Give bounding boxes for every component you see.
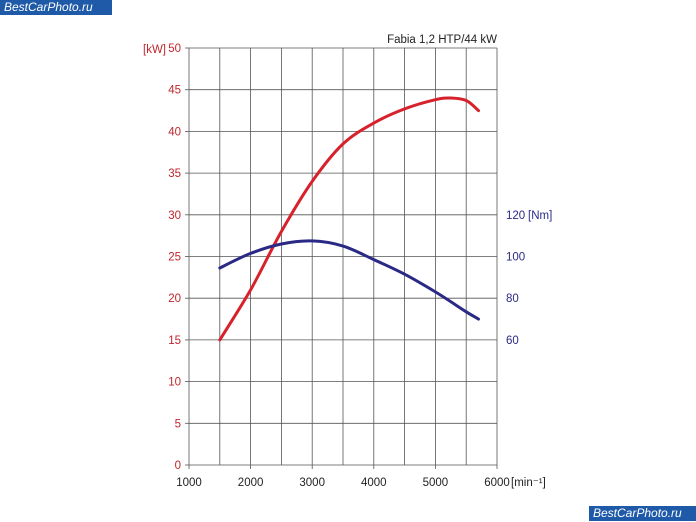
y-axis-left-tick-label: 0	[175, 460, 181, 472]
x-axis-unit: [min⁻¹]	[511, 477, 546, 489]
x-axis-tick-label: 6000	[484, 477, 510, 489]
chart-title: Fabia 1,2 HTP/44 kW	[387, 34, 497, 46]
x-axis-tick-label: 3000	[299, 477, 325, 489]
watermark-bottom: BestCarPhoto.ru	[589, 506, 696, 521]
y-axis-left-tick-label: 25	[168, 252, 181, 264]
y-axis-right-tick-label: 80	[506, 293, 519, 305]
y-axis-left-tick-label: 50	[168, 43, 181, 55]
series-lines	[218, 96, 480, 342]
x-axis-tick-label: 2000	[238, 477, 264, 489]
y-axis-right-tick-label: 120	[506, 210, 525, 222]
x-axis-tick-label: 4000	[361, 477, 387, 489]
torque-curve	[218, 239, 480, 321]
y-axis-left-tick-label: 20	[168, 293, 181, 305]
y-axis-left-tick-label: 45	[168, 85, 181, 97]
y-axis-left-tick-label: 15	[168, 335, 181, 347]
tick-labels: 0 5 10 15 20 25 30 35 40 45 50 60 80 100 120 [Nm] 1000 20…	[168, 43, 552, 489]
y-axis-left-tick-label: 30	[168, 210, 181, 222]
y-axis-right-tick-label: 60	[506, 335, 519, 347]
y-axis-right-unit: [Nm]	[528, 210, 552, 222]
y-axis-left-tick-label: 35	[168, 168, 181, 180]
y-axis-right-tick-label: 100	[506, 252, 525, 264]
x-axis-tick-label: 1000	[176, 477, 202, 489]
grid	[185, 47, 498, 469]
y-axis-left-tick-label: 10	[168, 377, 181, 389]
power-curve	[218, 96, 480, 342]
y-axis-left-tick-label: 40	[168, 126, 181, 138]
y-axis-left-tick-label: 5	[175, 418, 181, 430]
x-axis-tick-label: 5000	[423, 477, 449, 489]
y-axis-left-unit: [kW]	[143, 44, 166, 56]
watermark-top: BestCarPhoto.ru	[0, 0, 112, 15]
